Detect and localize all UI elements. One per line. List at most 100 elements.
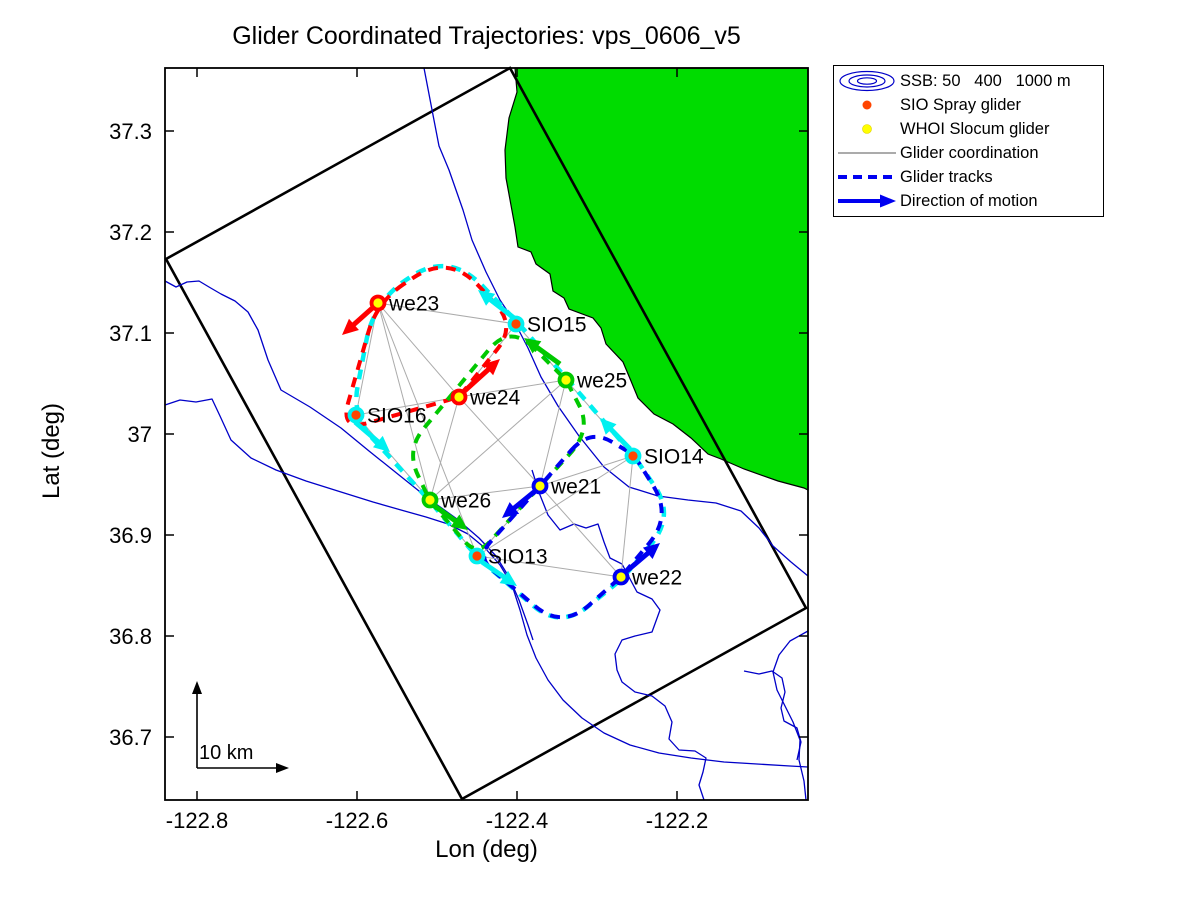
arrow-shaft (533, 344, 562, 367)
x-tick-label: -122.4 (486, 808, 548, 833)
arrow-head (192, 681, 202, 694)
direction-arrow (430, 501, 468, 530)
glider-label-SIO13: SIO13 (488, 546, 548, 569)
blue-arrow-icon (880, 194, 896, 208)
survey-box (164, 66, 808, 801)
coordination-line (377, 302, 460, 398)
coordination-line (620, 455, 634, 578)
coordination-line (476, 455, 634, 557)
arrow-shaft (480, 559, 507, 581)
coordination-line (429, 396, 460, 501)
legend-item-label: Direction of motion (900, 191, 1038, 210)
ssb-contours-icon (839, 70, 895, 92)
glider-label-SIO14: SIO14 (644, 446, 704, 469)
x-tick-label: -122.8 (166, 808, 228, 833)
gray-line-icon (838, 152, 896, 154)
page-title: Glider Coordinated Trajectories: vps_060… (232, 22, 741, 50)
y-tick-label: 37 (128, 422, 152, 447)
track-green-loop (411, 334, 586, 551)
coordination-line (539, 379, 567, 487)
glider-marker-we25 (557, 371, 575, 389)
arrow-head (524, 338, 542, 354)
y-tick-label: 36.9 (109, 523, 152, 548)
legend-icon (834, 118, 900, 140)
glider-label-we22: we22 (631, 567, 682, 590)
legend-item-label: SSB: 50 400 1000 m (900, 71, 1071, 90)
arrow-shaft (607, 426, 632, 451)
spray-dot-icon (862, 100, 872, 110)
glider-marker-we22 (612, 568, 630, 586)
legend-item-1: SIO Spray glider (834, 93, 1103, 117)
arrow-head (372, 435, 390, 452)
arrow-head (478, 290, 496, 306)
arrow-shaft (353, 420, 381, 445)
legend-item-label: WHOI Slocum glider (900, 119, 1050, 138)
bathymetry-contour (164, 398, 809, 768)
arrow-shaft (430, 501, 459, 524)
arrow-head (499, 570, 517, 586)
glider-marker-we26 (421, 491, 439, 509)
arrow-shaft (487, 296, 516, 320)
coastline-land (504, 67, 809, 491)
bathymetry-contour (772, 630, 809, 801)
glider-label-we26: we26 (440, 490, 491, 513)
glider-marker-we24 (450, 388, 468, 406)
legend-icon (834, 70, 900, 92)
slocum-dot-icon (862, 124, 872, 134)
arrow-head (502, 502, 520, 518)
y-tick-label: 37.2 (109, 220, 152, 245)
glider-label-SIO16: SIO16 (367, 405, 427, 428)
bathymetry-contour (531, 469, 707, 801)
glider-marker-we21 (531, 477, 549, 495)
legend-icon (834, 94, 900, 116)
legend-icon (834, 142, 900, 164)
coordination-line (429, 485, 541, 501)
coordination-line (429, 379, 567, 501)
legend-item-label: Glider tracks (900, 167, 993, 186)
coordination-line (458, 396, 541, 487)
x-axis-label: Lon (deg) (435, 836, 538, 863)
glider-marker-SIO16 (347, 406, 365, 424)
legend-item-5: Direction of motion (834, 189, 1103, 213)
coordination-line (377, 302, 517, 325)
coordination-line (355, 302, 379, 416)
y-tick-label: 37.3 (109, 119, 152, 144)
glider-label-we24: we24 (469, 387, 521, 410)
arrow-head (342, 318, 359, 335)
bathymetry-contour (423, 67, 809, 577)
coordination-line (377, 302, 478, 557)
arrow-head (483, 359, 500, 376)
x-tick-label: -122.6 (326, 808, 388, 833)
legend-item-4: Glider tracks (834, 165, 1103, 189)
direction-arrow (600, 418, 632, 451)
glider-marker-SIO15 (507, 315, 525, 333)
arrow-head (600, 418, 617, 435)
legend: SSB: 50 400 1000 m SIO Spray glider WHOI S… (833, 65, 1104, 217)
legend-item-label: SIO Spray glider (900, 95, 1022, 114)
x-tick-label: -122.2 (646, 808, 708, 833)
track-sio-outer (354, 263, 667, 620)
spray-dot-icon (862, 100, 872, 110)
legend-item-3: Glider coordination (834, 141, 1103, 165)
scale-bar-label: 10 km (199, 742, 254, 764)
glider-marker-SIO13 (468, 547, 486, 565)
coordination-line (539, 485, 622, 578)
track-blue-loop (482, 434, 664, 620)
blue-arrow-icon (838, 194, 896, 208)
slocum-dot-icon (862, 124, 872, 134)
bathymetry-contour (164, 280, 534, 641)
glider-label-we21: we21 (550, 476, 601, 499)
coordination-line (476, 555, 622, 578)
scale-arrow-right (197, 763, 289, 773)
arrow-head (276, 763, 289, 773)
glider-label-we23: we23 (388, 293, 439, 316)
direction-arrow (524, 338, 562, 367)
ssb-contours-icon (856, 77, 878, 85)
direction-arrow (478, 290, 516, 320)
coordination-line (377, 302, 431, 501)
legend-item-label: Glider coordination (900, 143, 1039, 162)
blue-dashed-icon (838, 175, 896, 179)
glider-marker-we23 (369, 294, 387, 312)
